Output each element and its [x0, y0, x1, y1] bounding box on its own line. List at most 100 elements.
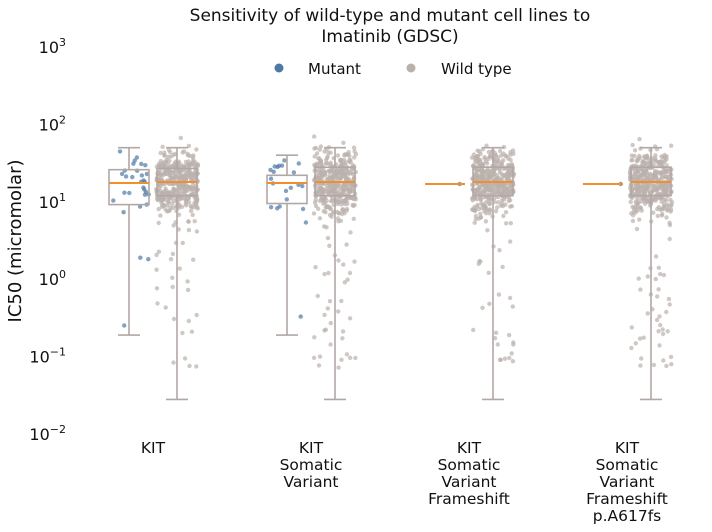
- wild-type-point: [335, 201, 340, 207]
- wild-type-point: [336, 258, 341, 263]
- wild-type-point: [352, 259, 357, 264]
- wild-type-point: [171, 360, 176, 365]
- wild-type-point: [192, 219, 197, 224]
- wild-type-point: [162, 189, 167, 195]
- wild-type-series-0: [154, 135, 201, 401]
- wild-type-point: [160, 144, 165, 149]
- mutant-point: [137, 204, 143, 209]
- wild-type-point: [158, 150, 163, 156]
- wild-type-point: [185, 287, 191, 293]
- wild-type-point: [669, 362, 674, 367]
- wild-type-point: [630, 157, 635, 163]
- plot-area: [108, 134, 675, 401]
- wild-type-point: [340, 169, 345, 174]
- wild-type-point: [191, 257, 196, 262]
- wild-type-point: [501, 213, 506, 219]
- mutant-box: [108, 168, 150, 206]
- wild-type-point: [321, 197, 326, 203]
- mutant-point: [268, 176, 274, 181]
- wild-type-point: [328, 206, 333, 212]
- wild-type-point: [629, 345, 634, 351]
- wild-type-point: [180, 240, 185, 246]
- wild-type-point: [156, 220, 161, 226]
- wild-type-point: [487, 207, 492, 212]
- wild-type-point: [346, 172, 351, 177]
- wild-type-point: [662, 170, 667, 175]
- wild-type-point: [342, 280, 347, 285]
- wild-type-point: [506, 198, 511, 204]
- wild-type-point: [478, 215, 484, 220]
- wild-type-point: [503, 202, 508, 207]
- wild-type-point: [194, 204, 200, 210]
- wild-type-point: [171, 316, 177, 322]
- wild-type-point: [501, 197, 507, 202]
- wild-type-point: [636, 276, 641, 281]
- wild-type-point: [186, 318, 191, 324]
- wild-type-point: [338, 196, 343, 201]
- wild-type-point: [637, 185, 643, 190]
- wild-type-point: [504, 154, 509, 159]
- mutant-point: [111, 198, 116, 203]
- wild-type-point: [487, 169, 492, 174]
- mutant-point: [143, 163, 148, 168]
- wild-type-point: [324, 225, 329, 230]
- wild-type-point: [654, 317, 660, 323]
- wild-type-point: [497, 148, 503, 154]
- wild-type-point: [667, 302, 672, 307]
- wild-type-point: [317, 354, 323, 359]
- wild-type-point: [510, 304, 515, 309]
- wild-type-point: [488, 197, 493, 202]
- wild-type-point: [168, 205, 173, 210]
- wild-type-point: [482, 155, 487, 160]
- wild-type-point: [497, 248, 502, 253]
- wild-type-point: [505, 187, 510, 193]
- wild-type-point: [312, 134, 317, 139]
- wild-type-point: [660, 327, 665, 332]
- wild-type-point: [339, 173, 345, 179]
- wild-type-point: [163, 207, 168, 212]
- wild-type-series-3: [627, 137, 675, 401]
- wild-type-point: [477, 185, 482, 190]
- mutant-point: [130, 174, 135, 180]
- wild-type-point: [628, 199, 633, 205]
- wild-type-point: [339, 211, 345, 217]
- wild-type-point: [660, 175, 665, 180]
- wild-type-point: [340, 329, 346, 334]
- wild-type-point: [317, 198, 323, 204]
- wild-type-point: [187, 184, 192, 190]
- wild-type-point: [634, 226, 640, 232]
- wild-type-point: [182, 356, 188, 361]
- wild-type-point: [486, 270, 491, 275]
- wild-type-point: [632, 171, 638, 176]
- wild-type-point: [167, 169, 173, 174]
- wild-type-point: [651, 185, 656, 190]
- wild-type-point: [494, 176, 499, 182]
- wild-type-point: [339, 357, 344, 362]
- wild-type-point: [655, 213, 660, 219]
- wild-type-point: [484, 161, 490, 166]
- wild-type-point: [666, 183, 671, 189]
- wild-type-point: [630, 204, 635, 209]
- wild-type-point: [478, 151, 483, 157]
- wild-type-point: [194, 229, 200, 234]
- wild-type-point: [483, 200, 489, 205]
- mutant-point: [134, 155, 140, 160]
- wild-type-point: [653, 174, 659, 180]
- wild-type-point: [185, 151, 190, 156]
- wild-type-point: [494, 159, 499, 164]
- wild-type-point: [480, 161, 485, 167]
- wild-type-point: [651, 362, 657, 368]
- y-axis-ticks: 10−2 10−1 100 101 102 103: [29, 36, 66, 444]
- wild-type-point: [177, 266, 182, 271]
- wild-type-point: [351, 196, 356, 201]
- wild-type-point: [317, 216, 323, 221]
- wild-type-point: [505, 174, 510, 179]
- wild-type-point: [348, 230, 353, 235]
- wild-type-point: [183, 173, 188, 178]
- wild-type-point: [493, 185, 499, 190]
- wild-type-point: [316, 177, 322, 182]
- wild-type-point: [667, 236, 672, 242]
- category-label: KIT Somatic Variant: [280, 439, 343, 491]
- x-axis-category-labels: KIT KIT Somatic Variant KIT Somatic Variant Fra…: [141, 439, 668, 525]
- wild-type-point: [635, 188, 641, 194]
